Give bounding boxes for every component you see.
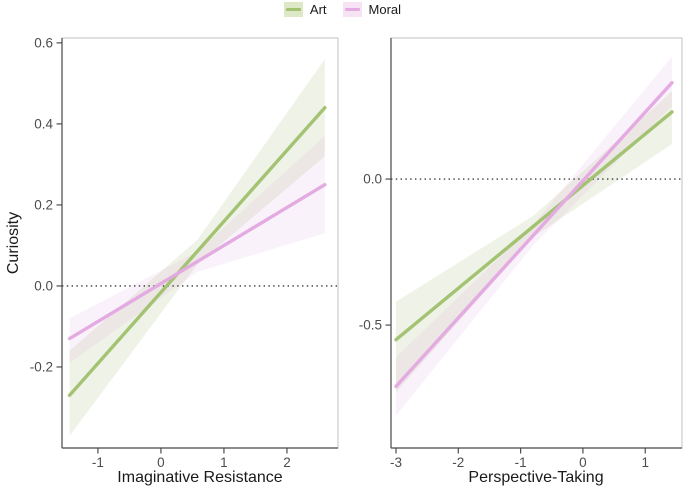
moral-regression-line	[67, 182, 327, 341]
moral-ci-band	[69, 136, 325, 363]
y-tick-label: -0.2	[30, 359, 53, 374]
x-tick-label: 1	[641, 455, 649, 470]
art-ci-band	[396, 91, 672, 393]
x-tick-label: 0	[157, 455, 165, 470]
y-tick-label: 0.0	[363, 172, 382, 187]
x-tick-label: -1	[515, 455, 527, 470]
art-regression-line	[394, 110, 674, 342]
x-tick-label: -3	[390, 455, 402, 470]
y-tick-label: 0.4	[34, 116, 53, 131]
x-tick-label: 1	[220, 455, 228, 470]
legend-item-art: Art	[283, 2, 327, 17]
y-tick-label: 0.0	[34, 278, 53, 293]
moral-regression-line	[394, 80, 674, 389]
x-tick-label: 2	[283, 455, 291, 470]
legend-key-moral-icon	[342, 2, 362, 17]
y-axis-title: Curiosity	[5, 211, 22, 275]
x-axis-title-right: Perspective-Taking	[468, 469, 604, 486]
legend-key-art-line	[285, 8, 301, 11]
legend: Art Moral	[0, 2, 685, 17]
art-ci-band	[69, 59, 325, 436]
art-regression-line	[67, 105, 327, 397]
legend-key-art-icon	[283, 2, 303, 17]
x-tick-label: 0	[579, 455, 587, 470]
legend-item-moral: Moral	[342, 2, 402, 17]
y-tick-label: -0.5	[359, 318, 382, 333]
x-axis-title-left: Imaginative Resistance	[117, 469, 283, 486]
legend-label-moral: Moral	[368, 2, 402, 17]
x-tick-label: -1	[92, 455, 104, 470]
y-tick-label: 0.2	[34, 197, 53, 212]
x-tick-label: -2	[452, 455, 464, 470]
y-tick-label: 0.6	[34, 35, 53, 50]
legend-key-moral-line	[344, 8, 360, 11]
legend-label-art: Art	[309, 2, 327, 17]
